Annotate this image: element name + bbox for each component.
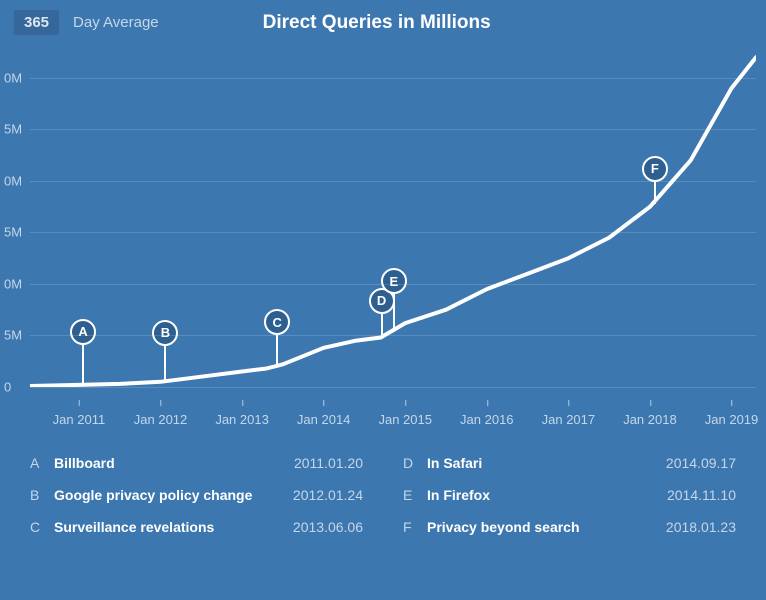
marker-stem xyxy=(654,182,656,204)
marker-stem xyxy=(276,335,278,367)
y-tick-label: 0M xyxy=(4,173,22,188)
marker-stem xyxy=(164,346,166,382)
grid-line xyxy=(30,78,756,79)
x-tick-label: Jan 2012 xyxy=(134,412,188,427)
legend-row-e: EIn Firefox2014.11.10 xyxy=(403,487,736,503)
legend-row-a: ABillboard2011.01.20 xyxy=(30,455,363,471)
x-tick-label: Jan 2015 xyxy=(378,412,432,427)
marker-bubble: A xyxy=(70,319,96,345)
days-sub-label: Day Average xyxy=(73,14,159,31)
legend-letter: A xyxy=(30,455,54,471)
legend-date: 2018.01.23 xyxy=(666,519,736,535)
event-marker-e[interactable]: E xyxy=(381,268,407,332)
y-tick-label: 5M xyxy=(4,122,22,137)
legend-label: Surveillance revelations xyxy=(54,519,293,535)
event-marker-b[interactable]: B xyxy=(152,320,178,382)
legend-date: 2011.01.20 xyxy=(294,455,363,471)
legend-label: Privacy beyond search xyxy=(427,519,666,535)
x-axis: Jan 2011 Jan 2012 Jan 2013 Jan 2014 Jan 2015… xyxy=(30,397,756,447)
y-tick-label: 0 xyxy=(4,380,11,395)
x-tick-label: Jan 2018 xyxy=(623,412,677,427)
legend-date: 2014.11.10 xyxy=(667,487,736,503)
grid-line xyxy=(30,181,756,182)
marker-bubble: E xyxy=(381,268,407,294)
event-marker-a[interactable]: A xyxy=(70,319,96,385)
y-tick-label: 5M xyxy=(4,225,22,240)
y-tick-label: 5M xyxy=(4,328,22,343)
legend-letter: B xyxy=(30,487,54,503)
x-tick-label: Jan 2014 xyxy=(297,412,351,427)
chart-area: ABCDEF Jan 2011Jan 2012Jan 2013Jan 2014J… xyxy=(0,37,766,447)
grid-line xyxy=(30,232,756,233)
legend-letter: E xyxy=(403,487,427,503)
legend-letter: D xyxy=(403,455,427,471)
grid-line xyxy=(30,335,756,336)
chart-title: Direct Queries in Millions xyxy=(263,12,491,34)
legend-date: 2014.09.17 xyxy=(666,455,736,471)
legend-row-b: BGoogle privacy policy change2012.01.24 xyxy=(30,487,363,503)
legend-row-d: DIn Safari2014.09.17 xyxy=(403,455,736,471)
legend-row-f: FPrivacy beyond search2018.01.23 xyxy=(403,519,736,535)
days-badge: 365 xyxy=(14,10,59,35)
event-marker-c[interactable]: C xyxy=(264,309,290,367)
legend-row-c: CSurveillance revelations2013.06.06 xyxy=(30,519,363,535)
grid-line xyxy=(30,387,756,388)
legend-label: Google privacy policy change xyxy=(54,487,293,503)
legend-date: 2013.06.06 xyxy=(293,519,363,535)
grid-line xyxy=(30,129,756,130)
marker-stem xyxy=(393,294,395,332)
event-legend: ABillboard2011.01.20 DIn Safari2014.09.17… xyxy=(0,447,766,535)
legend-letter: C xyxy=(30,519,54,535)
marker-bubble: B xyxy=(152,320,178,346)
x-tick-label: Jan 2013 xyxy=(215,412,269,427)
event-marker-f[interactable]: F xyxy=(642,156,668,204)
x-tick-label: Jan 2016 xyxy=(460,412,514,427)
marker-bubble: C xyxy=(264,309,290,335)
legend-label: Billboard xyxy=(54,455,294,471)
legend-date: 2012.01.24 xyxy=(293,487,363,503)
marker-bubble: F xyxy=(642,156,668,182)
legend-label: In Firefox xyxy=(427,487,667,503)
chart-header: 365 Day Average Direct Queries in Millio… xyxy=(0,0,766,37)
legend-letter: F xyxy=(403,519,427,535)
x-tick-label: Jan 2017 xyxy=(542,412,596,427)
grid-line xyxy=(30,284,756,285)
y-tick-label: 0M xyxy=(4,276,22,291)
x-tick-label: Jan 2011 xyxy=(53,412,106,427)
x-tick-label: Jan 2019 xyxy=(705,412,759,427)
marker-stem xyxy=(82,345,84,385)
y-tick-label: 0M xyxy=(4,70,22,85)
legend-label: In Safari xyxy=(427,455,666,471)
